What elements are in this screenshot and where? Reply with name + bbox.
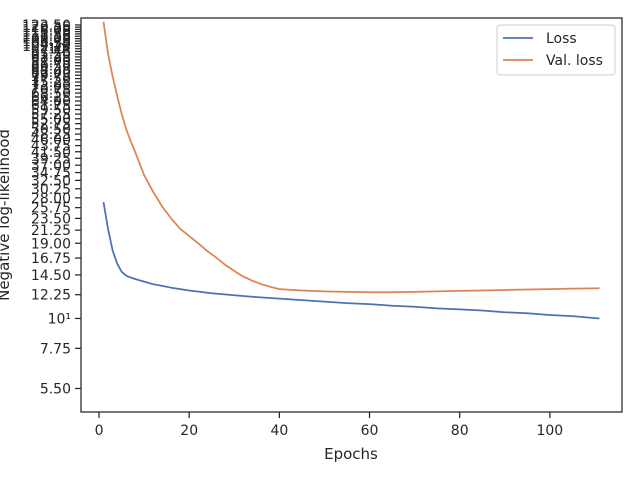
y-tick-label: 97.75 — [31, 44, 71, 60]
y-tick-label: 106.75 — [22, 34, 71, 50]
y-tick-label: 57.25 — [31, 107, 71, 123]
y-tick-label: 14.50 — [31, 268, 71, 284]
y-tick-label: 68.50 — [31, 86, 71, 102]
x-tick-label: 60 — [361, 423, 379, 439]
y-tick-label: 77.50 — [31, 72, 71, 88]
y-tick-label: 23.50 — [31, 211, 71, 227]
y-tick-label: 122.50 — [22, 18, 71, 34]
y-tick-label: 50.50 — [31, 122, 71, 138]
legend-label-val-loss: Val. loss — [546, 53, 603, 69]
series-lines — [102, 21, 600, 320]
y-tick-label: 34.75 — [31, 166, 71, 182]
y-tick-label: 88.75 — [31, 56, 71, 72]
series-line-loss — [102, 201, 600, 320]
legend-label-loss: Loss — [546, 31, 577, 47]
y-tick-label: 12.25 — [31, 288, 71, 304]
y-tick-label: 86.50 — [31, 59, 71, 75]
y-tick-label: 39.25 — [31, 151, 71, 167]
y-tick-label: 55.00 — [31, 112, 71, 128]
y-axis-label: Negative log-likelihood — [0, 129, 13, 301]
plot-area — [80, 17, 623, 413]
y-tick-label: 37.00 — [31, 158, 71, 174]
y-tick-label: 25.75 — [31, 201, 71, 217]
y-tick-label: 28.00 — [31, 191, 71, 207]
y-tick-label: 66.25 — [31, 90, 71, 106]
y-tick-label: 19.00 — [31, 236, 71, 252]
y-tick-label: 52.75 — [31, 117, 71, 133]
y-tick-label: 79.75 — [31, 68, 71, 84]
y-tick-label: 10¹ — [48, 311, 71, 327]
y-tick-label: 91.00 — [31, 53, 71, 69]
series-line-val-loss — [102, 21, 600, 294]
y-tick-label: 46.00 — [31, 133, 71, 149]
x-tick-label: 100 — [536, 423, 563, 439]
y-tick-label: 84.25 — [31, 62, 71, 78]
y-tick-label: 73.00 — [31, 79, 71, 95]
x-axis-label: Epochs — [324, 445, 378, 463]
y-tick-label: 109.00 — [22, 32, 71, 48]
y-tick-label: 41.50 — [31, 145, 71, 161]
y-tick-label: 93.25 — [31, 50, 71, 66]
y-axis-ticks: 5.50 7.75 10¹ 12.25 14.5016.7519.0021.2523.5… — [22, 18, 81, 397]
y-tick-label: 113.50 — [22, 27, 71, 43]
x-tick-label: 80 — [451, 423, 469, 439]
y-tick-label: 5.50 — [40, 381, 71, 397]
y-tick-label: 30.25 — [31, 182, 71, 198]
x-tick-label: 0 — [95, 423, 104, 439]
y-tick-label: 111.25 — [22, 29, 71, 45]
y-tick-label: 61.75 — [31, 98, 71, 114]
y-tick-label: 120.25 — [22, 20, 71, 36]
y-tick-label: 95.50 — [31, 47, 71, 63]
y-tick-label: 64.00 — [31, 94, 71, 110]
y-tick-label: 10² — [48, 42, 71, 58]
y-tick-label: 75.25 — [31, 75, 71, 91]
x-tick-label: 20 — [180, 423, 198, 439]
y-tick-label: 70.75 — [31, 82, 71, 98]
y-tick-label: 48.25 — [31, 127, 71, 143]
legend: Loss Val. loss — [496, 24, 616, 76]
y-tick-label: 118.00 — [22, 22, 71, 38]
y-tick-label: 82.00 — [31, 65, 71, 81]
y-tick-label: 59.50 — [31, 103, 71, 119]
x-tick-label: 40 — [270, 423, 288, 439]
y-tick-label: 21.25 — [31, 223, 71, 239]
y-tick-label: 104.50 — [22, 37, 71, 53]
y-tick-label: 7.75 — [40, 341, 71, 357]
y-tick-label: 115.75 — [22, 25, 71, 41]
y-tick-label: 16.75 — [31, 251, 71, 267]
y-tick-label: 32.50 — [31, 173, 71, 189]
x-axis-ticks: 0 20 40 60 80 100 — [95, 412, 563, 439]
y-tick-label: 43.75 — [31, 139, 71, 155]
y-tick-label: 102.25 — [22, 39, 71, 55]
